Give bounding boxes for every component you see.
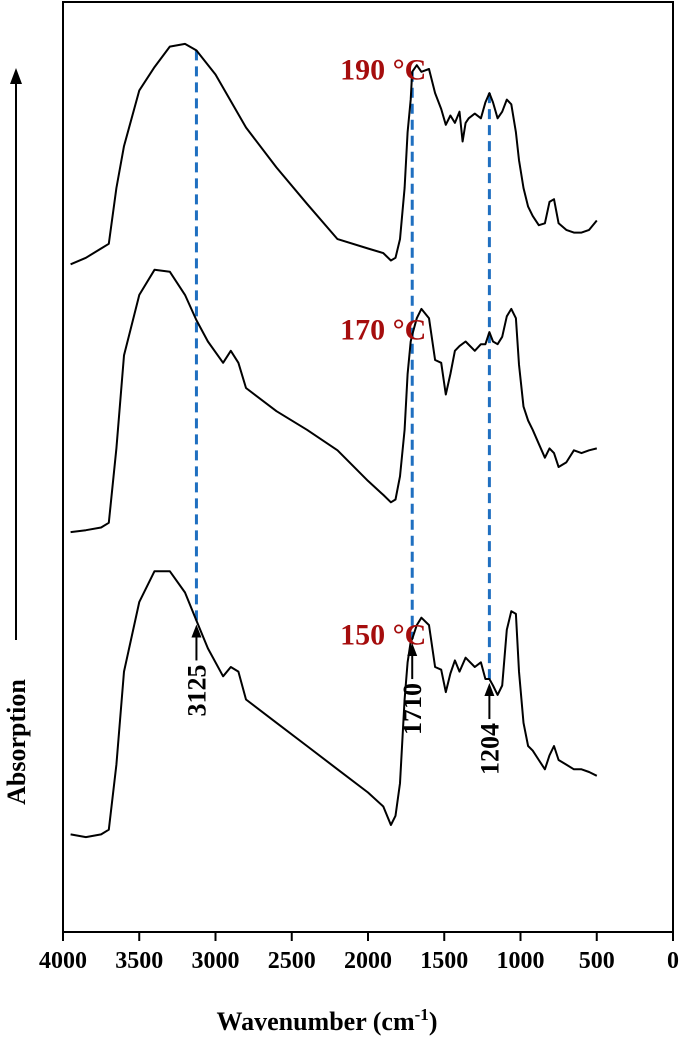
- series-label-170-c: 170 °C: [340, 313, 426, 346]
- x-axis-title-main: Wavenumber (cm: [217, 1007, 415, 1036]
- x-axis-title: Wavenumber (cm-1): [217, 1005, 438, 1036]
- annotation-label-1710: 1710: [398, 683, 427, 735]
- annotation-arrowhead-1710: [407, 643, 418, 657]
- x-tick-label: 1000: [497, 948, 545, 974]
- x-axis-title-sup: -1: [415, 1005, 429, 1024]
- x-tick-label: 2000: [344, 948, 392, 974]
- x-tick-label: 0: [667, 948, 679, 974]
- series-label-190-c: 190 °C: [340, 54, 426, 87]
- x-tick-label: 2500: [268, 948, 316, 974]
- x-axis-title-end: ): [429, 1007, 438, 1036]
- x-tick-label: 1500: [420, 948, 468, 974]
- x-tick-label: 4000: [39, 948, 87, 974]
- x-tick-label: 3500: [115, 948, 163, 974]
- x-tick-label: 3000: [192, 948, 240, 974]
- series-line-150-c: [70, 570, 598, 839]
- annotation-label-1204: 1204: [475, 723, 504, 775]
- y-axis-title: Absorption: [2, 679, 31, 805]
- series-line-190-c: [70, 42, 598, 266]
- annotation-arrowhead-3125: [191, 624, 202, 638]
- x-tick-label: 500: [579, 948, 615, 974]
- annotation-arrowhead-1204: [484, 683, 495, 697]
- series-line-170-c: [70, 268, 598, 534]
- annotation-label-3125: 3125: [182, 664, 211, 716]
- y-axis-arrow-head: [10, 68, 22, 84]
